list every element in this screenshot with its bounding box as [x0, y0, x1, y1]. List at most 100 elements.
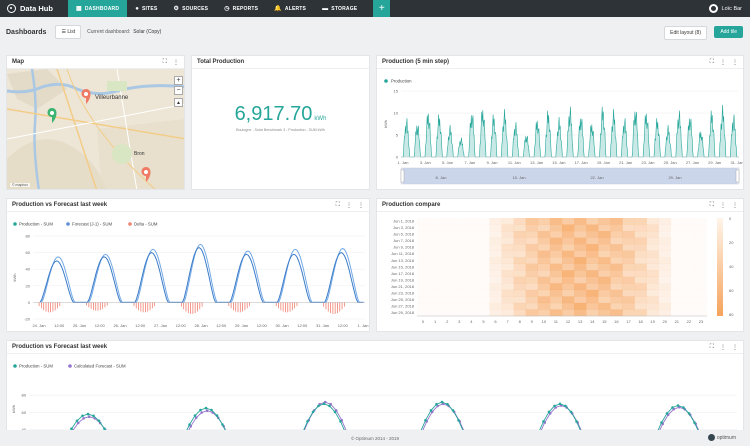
colorbar	[717, 218, 723, 316]
y-tick-label: 10	[394, 111, 399, 116]
delta-bar	[59, 302, 61, 307]
heatmap-cell	[537, 309, 551, 317]
heatmap-cell	[670, 309, 684, 317]
menu-icon[interactable]: ⋮	[358, 203, 364, 209]
heatmap-cell	[694, 302, 708, 310]
nav-reports[interactable]: ◷ REPORTS	[216, 0, 266, 17]
x-tick-label: 1. Jan	[358, 323, 369, 328]
heatmap-cell	[586, 296, 599, 304]
heatmap-cell	[501, 263, 514, 271]
delta-bar	[289, 302, 291, 312]
heatmap-cell	[658, 302, 671, 310]
menu-icon[interactable]: ⋮	[732, 203, 738, 209]
heatmap-cell	[574, 309, 587, 317]
map-view[interactable]: Villeurbanne Bron + − ▲ © mapbox	[7, 69, 184, 189]
production-vs-forecast-chart[interactable]: Production - SUM Forecast (J-1) - SUM Delt…	[7, 212, 370, 332]
gear-icon: ⚙	[173, 6, 180, 12]
nav-storage[interactable]: ▬ STORAGE	[314, 0, 365, 17]
nav-dashboard[interactable]: ▦ DASHBOARD	[68, 0, 128, 17]
heatmap-cell	[417, 257, 430, 264]
heatmap-cell	[417, 237, 430, 245]
data-point	[97, 419, 101, 423]
heatmap-cell	[453, 263, 466, 271]
panel-title: Production (5 min step)	[377, 56, 743, 69]
heatmap-cell	[465, 283, 478, 291]
heatmap-cell	[574, 283, 587, 291]
edit-layout-button[interactable]: Edit layout (8)	[664, 26, 707, 40]
delta-bar	[151, 302, 153, 309]
zoom-out-button[interactable]: −	[174, 86, 183, 95]
expand-icon[interactable]: ⛶	[162, 59, 167, 65]
y-tick-label: 0	[28, 300, 31, 305]
heatmap-cell	[658, 289, 671, 297]
navigator-label: 8. Jan	[436, 175, 447, 180]
delta-bar	[149, 302, 151, 311]
y-axis-label: kWh	[11, 405, 16, 413]
brand[interactable]: Data Hub	[0, 0, 68, 17]
row-label: Jun 1, 2018	[393, 219, 415, 224]
delta-bar	[327, 302, 329, 312]
heatmap-cell	[429, 296, 442, 304]
map-marker-icon[interactable]	[47, 108, 57, 123]
current-dashboard-select[interactable]: Solar (Copy)	[133, 29, 162, 35]
heatmap-cell	[489, 263, 502, 271]
zoom-in-button[interactable]: +	[174, 76, 183, 85]
heatmap-cell	[501, 244, 514, 251]
heatmap-cell	[489, 231, 502, 238]
map-attribution[interactable]: © mapbox	[10, 183, 31, 187]
heatmap-cell	[441, 244, 454, 251]
heatmap-cell	[646, 276, 659, 284]
delta-bar	[239, 302, 241, 313]
add-dashboard-button[interactable]: +	[373, 0, 391, 17]
data-point	[665, 412, 669, 415]
series-line-production	[39, 247, 363, 303]
expand-icon[interactable]: ⛶	[709, 202, 714, 208]
heatmap-cell	[501, 231, 514, 238]
nav-sources[interactable]: ⚙ SOURCES	[165, 0, 216, 17]
user-menu[interactable]: Loïc Bar	[708, 0, 742, 17]
expand-icon[interactable]: ⛶	[709, 344, 714, 350]
delta-bar	[180, 302, 182, 307]
y-tick-label: 15	[394, 89, 399, 94]
delta-bar	[341, 302, 343, 310]
series-line-production	[657, 405, 699, 431]
heatmap-cell	[586, 270, 599, 277]
data-point	[553, 404, 556, 408]
heatmap-cell	[646, 224, 659, 232]
expand-icon[interactable]: ⛶	[709, 59, 714, 65]
copyright: © Optimum 2014 - 2019	[350, 435, 400, 441]
production-5min-chart[interactable]: Production 15 10 5 0 kWh 1. Jan 3. Jan 5. Jan 7. …	[377, 69, 744, 190]
heatmap-cell	[574, 250, 587, 258]
heatmap-cell	[477, 218, 490, 225]
optimum-logo-icon	[707, 434, 715, 441]
heatmap-cell	[525, 263, 539, 271]
locate-icon[interactable]: ▲	[174, 98, 183, 107]
menu-icon[interactable]: ⋮	[732, 345, 738, 351]
heatmap-cell	[549, 218, 563, 225]
menu-icon[interactable]: ⋮	[732, 60, 738, 66]
column-label: 20	[662, 319, 667, 324]
add-tile-button[interactable]: Add tile	[714, 26, 743, 38]
heatmap-cell	[537, 276, 551, 284]
nav-alerts[interactable]: 🔔 ALERTS	[266, 0, 314, 17]
heatmap-cell	[537, 231, 551, 238]
map-marker-icon[interactable]	[141, 167, 151, 182]
expand-icon[interactable]: ⛶	[335, 202, 340, 208]
heatmap-cell	[622, 289, 635, 297]
map-marker-icon[interactable]	[81, 89, 91, 104]
row-label: Jun 21, 2018	[391, 284, 415, 289]
heatmap-cell	[537, 296, 551, 304]
nav-sites[interactable]: ● SITES	[127, 0, 165, 17]
heatmap-cell	[525, 250, 539, 258]
delta-bar	[330, 302, 331, 314]
delta-bar	[97, 302, 99, 311]
delta-bar	[249, 302, 250, 307]
production-vs-forecast-chart-2[interactable]: Production - SUM Calculated Forecast - SU…	[7, 354, 744, 432]
heatmap-cell	[634, 231, 647, 238]
panel-title: Map	[7, 56, 184, 69]
heatmap-cell	[670, 257, 684, 264]
heatmap-cell	[525, 224, 539, 232]
delta-bar	[50, 302, 51, 313]
list-button[interactable]: ☰ List	[55, 25, 82, 39]
